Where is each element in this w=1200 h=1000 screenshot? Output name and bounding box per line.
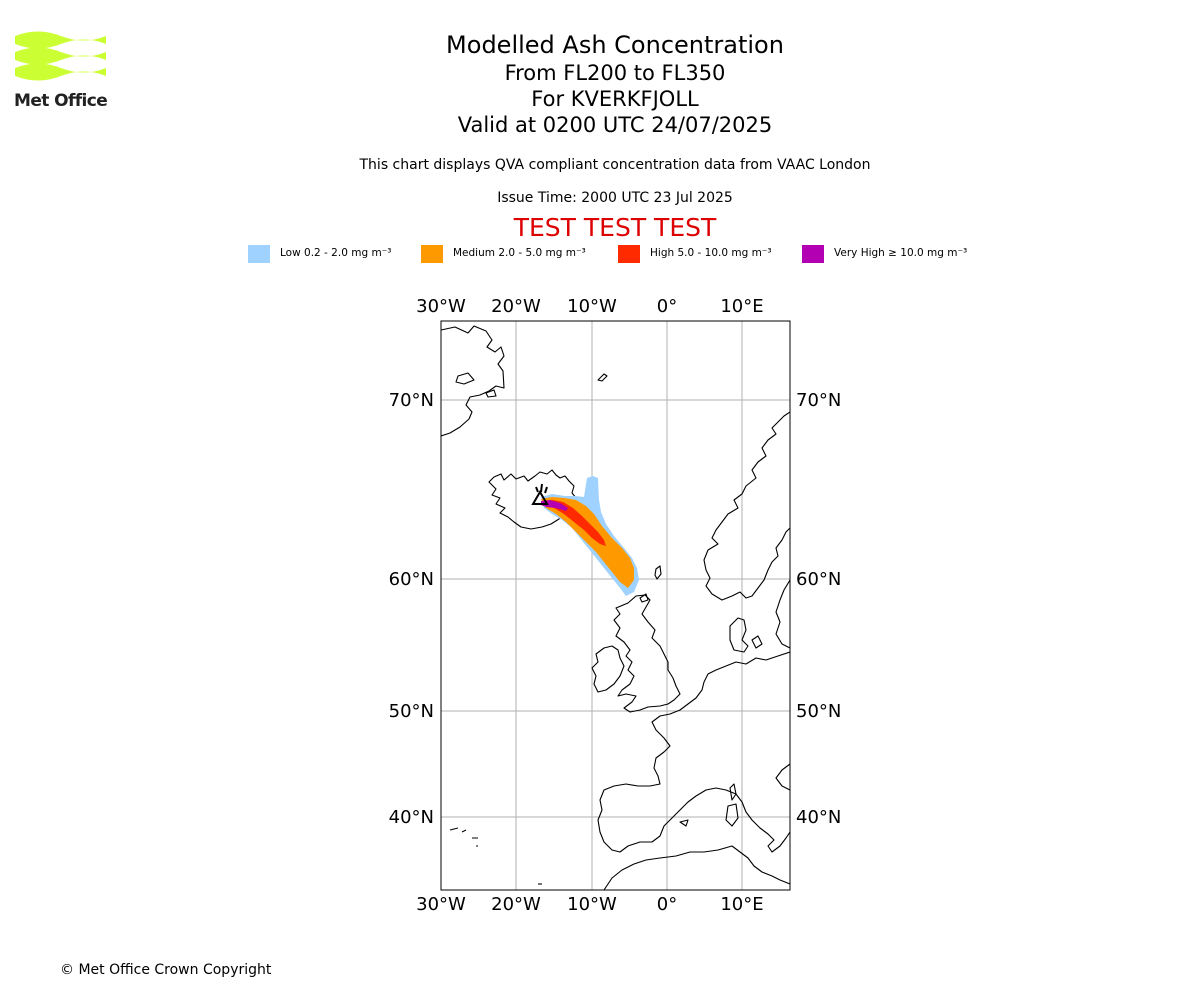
- lon-tick-top: 0°: [657, 296, 677, 317]
- test-banner: TEST TEST TEST: [513, 213, 717, 242]
- ash-area-high: [543, 500, 606, 546]
- legend-swatch-medium: [421, 245, 443, 263]
- lon-tick-bottom: 10°W: [567, 894, 617, 915]
- volcano-name: For KVERKFJOLL: [531, 87, 699, 111]
- lon-tick-top: 10°W: [567, 296, 617, 317]
- shetland-coast: [654, 565, 662, 580]
- lon-tick-bottom: 20°W: [491, 894, 541, 915]
- lat-tick-left: 70°N: [389, 390, 434, 411]
- ash-area-medium: [541, 497, 634, 588]
- legend-label-low: Low 0.2 - 2.0 mg m⁻³: [280, 247, 392, 259]
- lat-tick-left: 50°N: [389, 701, 434, 722]
- ireland-coast: [591, 645, 625, 693]
- chart-description: This chart displays QVA compliant concen…: [359, 157, 871, 173]
- europe-coast: [597, 651, 790, 853]
- lat-tick-right: 70°N: [796, 390, 841, 411]
- scandinavia-coast: [703, 411, 790, 601]
- flight-levels: From FL200 to FL350: [504, 61, 726, 85]
- legend-label-high: High 5.0 - 10.0 mg m⁻³: [650, 247, 772, 259]
- greenland-coast: [441, 325, 505, 437]
- map-gridlines: [441, 321, 790, 890]
- met-office-waves-icon: [15, 31, 106, 81]
- legend-swatch-low: [248, 245, 270, 263]
- legend-label-very-high: Very High ≥ 10.0 mg m⁻³: [834, 247, 968, 259]
- great-britain-coast: [613, 594, 681, 713]
- met-office-logo: Met Office: [14, 30, 108, 112]
- copyright-notice: © Met Office Crown Copyright: [60, 962, 272, 978]
- jan-mayen-coast: [597, 373, 608, 382]
- valid-time: Valid at 0200 UTC 24/07/2025: [457, 113, 773, 137]
- concentration-legend: Low 0.2 - 2.0 mg m⁻³ Medium 2.0 - 5.0 mg…: [248, 244, 1008, 264]
- legend-label-medium: Medium 2.0 - 5.0 mg m⁻³: [453, 247, 586, 259]
- lon-tick-bottom: 30°W: [416, 894, 466, 915]
- lon-tick-top: 20°W: [491, 296, 541, 317]
- denmark-coast: [729, 617, 749, 653]
- lat-tick-right: 60°N: [796, 569, 841, 590]
- ash-area-very-high: [541, 500, 568, 511]
- coastlines: [441, 325, 790, 890]
- map-frame: [440, 320, 791, 891]
- north-africa-coast: [603, 845, 790, 890]
- lon-tick-top: 30°W: [416, 296, 466, 317]
- corsica-coast: [729, 783, 737, 801]
- sardinia-coast: [725, 803, 739, 827]
- chart-titles: Modelled Ash Concentration From FL200 to…: [315, 30, 915, 138]
- chart-title: Modelled Ash Concentration: [446, 31, 784, 59]
- lon-tick-bottom: 10°E: [720, 894, 763, 915]
- lon-tick-bottom: 0°: [657, 894, 677, 915]
- issue-time: Issue Time: 2000 UTC 23 Jul 2025: [497, 190, 733, 206]
- lat-tick-left: 60°N: [389, 569, 434, 590]
- legend-swatch-very-high: [802, 245, 824, 263]
- lat-tick-right: 50°N: [796, 701, 841, 722]
- ash-plume: [541, 476, 639, 596]
- iceland-coast: [488, 469, 578, 530]
- lon-tick-top: 10°E: [720, 296, 763, 317]
- legend-swatch-high: [618, 245, 640, 263]
- lat-tick-right: 40°N: [796, 807, 841, 828]
- logo-wordmark: Met Office: [14, 91, 108, 111]
- lat-tick-left: 40°N: [389, 807, 434, 828]
- volcano-marker-icon: [531, 483, 549, 505]
- map-background: [441, 321, 790, 890]
